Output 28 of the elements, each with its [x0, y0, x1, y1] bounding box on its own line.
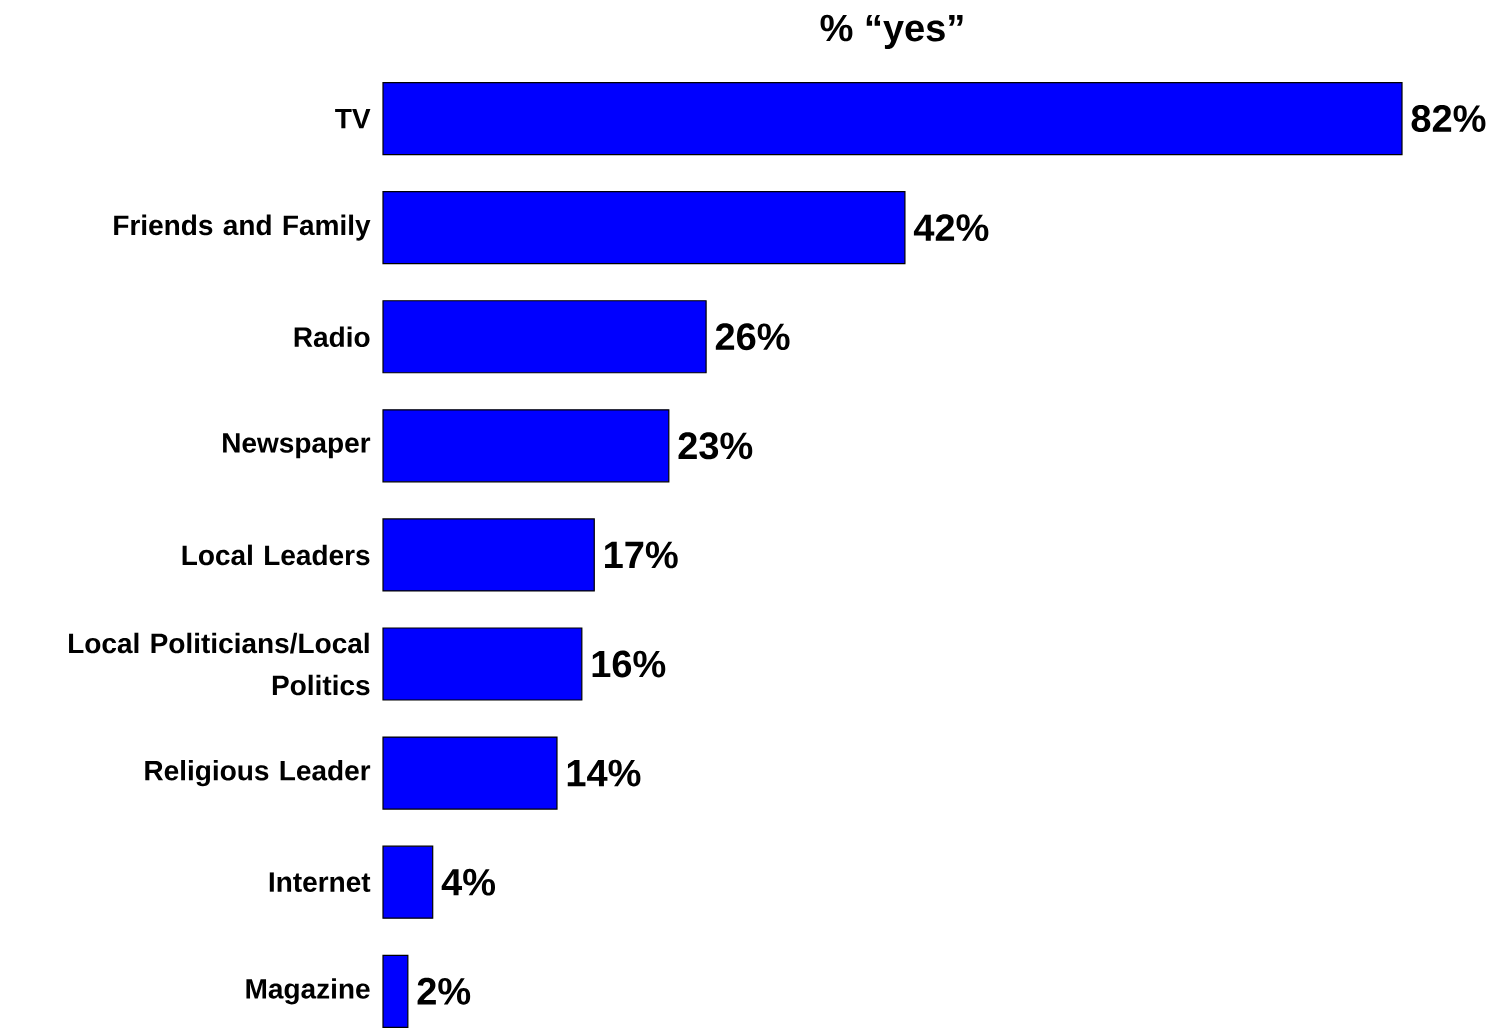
- bar: [382, 518, 595, 592]
- y-tick-label: Radio: [294, 326, 370, 348]
- y-tick-label: Magazine: [246, 978, 370, 1005]
- bar: [382, 81, 1403, 156]
- y-tick-label: Local Politicians/Local Politics: [69, 632, 370, 696]
- y-tick-label: Friends and Family: [114, 214, 371, 241]
- data-label: 26%: [715, 323, 790, 351]
- data-label: 82%: [1411, 105, 1486, 133]
- bar: [382, 736, 558, 810]
- chart-title: % “yes”: [820, 14, 963, 49]
- data-label: 42%: [913, 214, 989, 242]
- y-tick-label: Local Leaders: [182, 544, 370, 566]
- data-label: 23%: [678, 432, 753, 460]
- data-label: 14%: [567, 759, 641, 787]
- bar: [382, 409, 670, 483]
- bar: [382, 191, 906, 265]
- y-tick-label: TV: [335, 108, 371, 129]
- y-tick-label: Newspaper: [223, 433, 371, 459]
- bar: [382, 300, 707, 374]
- data-label: 17%: [605, 541, 678, 569]
- data-label: 2%: [417, 977, 471, 1005]
- y-tick-label: Religious Leader: [145, 759, 371, 787]
- bar: [382, 845, 434, 919]
- y-tick-label: Internet: [269, 872, 371, 892]
- data-label: 16%: [592, 650, 666, 678]
- bar: [382, 627, 583, 701]
- bar: [382, 954, 409, 1028]
- data-label: 4%: [441, 868, 496, 896]
